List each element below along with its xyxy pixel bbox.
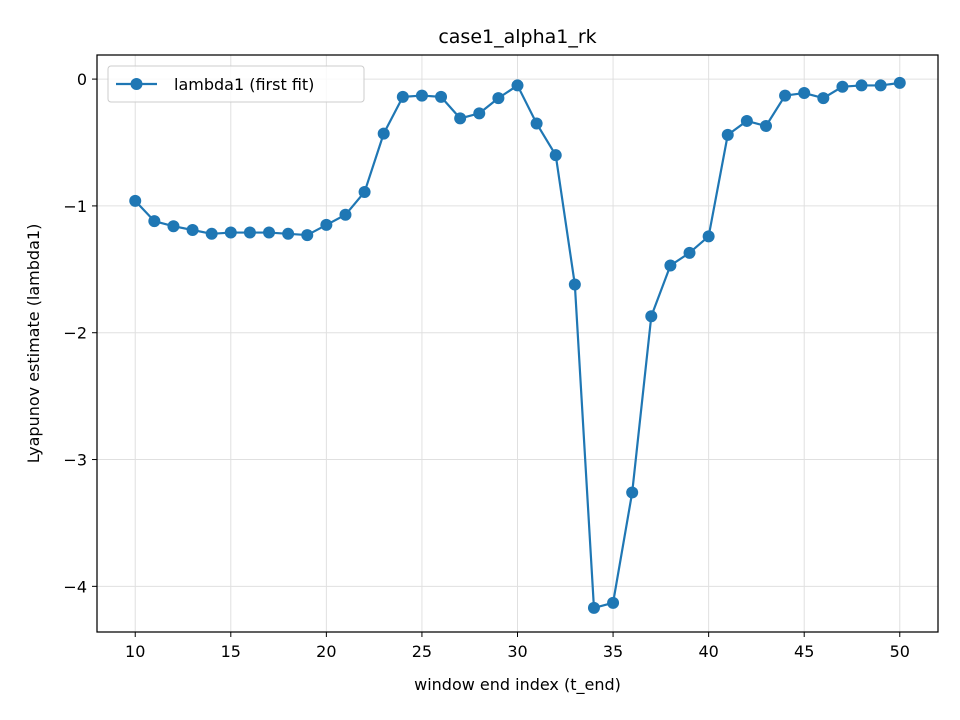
data-point [473, 107, 486, 120]
data-point [492, 92, 505, 105]
data-point [798, 87, 811, 100]
data-point [320, 218, 333, 231]
ticks-layer: 10 15 20 25 30 35 40 45 50 0 −1 −2 −3 −4 [63, 70, 910, 661]
data-point [626, 486, 639, 499]
data-point [205, 227, 218, 240]
data-point [415, 89, 428, 102]
legend-series-marker [130, 78, 143, 90]
data-point [377, 127, 390, 140]
data-point [511, 79, 524, 92]
x-tick-label: 25 [412, 642, 432, 661]
data-point [607, 596, 620, 609]
data-point [664, 259, 677, 272]
legend-box [107, 65, 365, 103]
data-point [358, 185, 371, 198]
data-point [817, 92, 830, 105]
data-point [263, 226, 276, 239]
data-point [148, 215, 161, 228]
data-point [339, 208, 352, 221]
grid-layer [97, 55, 938, 632]
data-point [454, 112, 467, 125]
x-tick-label: 15 [221, 642, 241, 661]
x-tick-label: 10 [125, 642, 145, 661]
data-point [855, 79, 868, 92]
y-tick-label: −1 [63, 197, 87, 216]
data-point [568, 278, 581, 291]
data-point [167, 220, 180, 233]
x-tick-label: 50 [890, 642, 910, 661]
x-axis-title: window end index (t_end) [414, 675, 621, 695]
data-point [549, 149, 562, 162]
series-layer [129, 76, 906, 614]
x-tick-label: 30 [507, 642, 527, 661]
y-tick-label: −4 [63, 577, 87, 596]
data-point [224, 226, 237, 239]
y-tick-label: −3 [63, 451, 87, 470]
x-tick-label: 40 [698, 642, 718, 661]
data-point [779, 89, 792, 102]
data-point [893, 76, 906, 89]
legend: lambda1 (first fit) [107, 65, 365, 103]
x-tick-label: 35 [603, 642, 623, 661]
data-point [301, 229, 314, 242]
data-point [721, 128, 734, 141]
data-point [836, 80, 849, 93]
legend-series-label: lambda1 (first fit) [174, 75, 314, 94]
data-point [243, 226, 256, 239]
y-tick-label: −2 [63, 324, 87, 343]
data-point [129, 194, 142, 207]
data-point [874, 79, 887, 92]
data-point [282, 227, 295, 240]
data-point [396, 90, 409, 103]
data-point [587, 601, 600, 614]
x-tick-label: 20 [316, 642, 336, 661]
data-point [683, 246, 696, 259]
data-point [435, 90, 448, 103]
data-point [759, 120, 772, 133]
data-point [645, 310, 658, 323]
data-point [186, 224, 199, 237]
y-axis-title: Lyapunov estimate (lambda1) [24, 224, 43, 464]
x-tick-label: 45 [794, 642, 814, 661]
data-point [530, 117, 543, 130]
chart-title: case1_alpha1_rk [438, 26, 596, 48]
data-point [740, 114, 753, 127]
y-tick-label: 0 [77, 70, 87, 89]
data-point [702, 230, 715, 243]
